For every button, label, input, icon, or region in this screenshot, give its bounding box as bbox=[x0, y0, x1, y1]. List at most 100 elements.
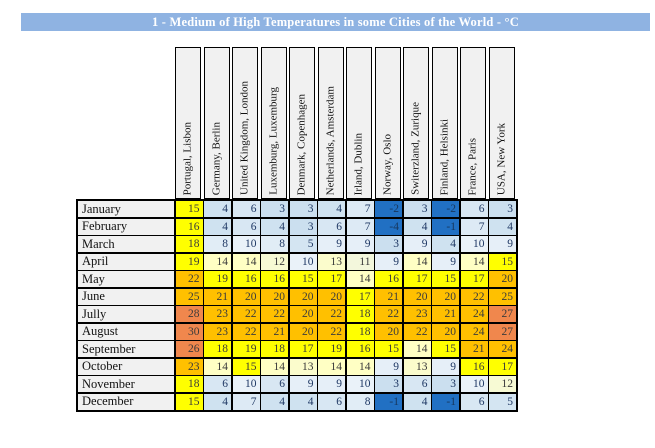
temp-cell: 14 bbox=[232, 253, 260, 270]
temp-cell: 4 bbox=[204, 393, 231, 410]
temp-cell: 20 bbox=[261, 288, 288, 305]
temp-cell: 10 bbox=[232, 236, 260, 252]
column-header-city: Irland, Dublin bbox=[346, 47, 372, 199]
temp-cell: 14 bbox=[204, 253, 231, 270]
temp-cell: 12 bbox=[261, 253, 288, 270]
temp-cell: 18 bbox=[175, 236, 203, 252]
temp-cell: 4 bbox=[204, 201, 231, 217]
temp-cell: 3 bbox=[261, 201, 288, 217]
temp-cell: 22 bbox=[318, 323, 345, 340]
temp-cell: 26 bbox=[175, 341, 203, 357]
temp-cell: 25 bbox=[489, 288, 516, 305]
temp-cell: 9 bbox=[375, 253, 402, 270]
temp-cell: 19 bbox=[204, 271, 231, 287]
column-header-label: Denmark, Copenhagen bbox=[295, 93, 308, 195]
temp-cell: 11 bbox=[346, 253, 374, 270]
temp-cell: 4 bbox=[261, 393, 288, 410]
temp-cell: 20 bbox=[375, 323, 402, 340]
temp-cell: 5 bbox=[489, 393, 516, 410]
column-header-label: Luxemburg, Luxemburg bbox=[267, 87, 279, 195]
temp-cell: 6 bbox=[460, 393, 488, 410]
temp-cell: 20 bbox=[489, 271, 516, 287]
column-header-city: Germany, Berlin bbox=[203, 47, 230, 199]
temp-cell: -2 bbox=[375, 201, 402, 217]
row-label-month: November bbox=[78, 376, 174, 392]
temp-cell: 22 bbox=[460, 288, 488, 305]
column-header-label: Netherlands, Amsterdam bbox=[324, 85, 336, 195]
temp-cell: 9 bbox=[289, 376, 317, 392]
temp-cell: 14 bbox=[318, 358, 345, 375]
temp-cell: 9 bbox=[432, 358, 459, 375]
temp-cell: 17 bbox=[403, 271, 431, 287]
column-header-city: France, Paris bbox=[460, 47, 486, 199]
temp-cell: -2 bbox=[432, 201, 459, 217]
temp-cell: 16 bbox=[346, 341, 374, 357]
temp-cell: -1 bbox=[432, 218, 459, 235]
column-header-label: Irland, Dublin bbox=[352, 132, 365, 195]
temp-cell: 16 bbox=[175, 218, 203, 235]
temp-cell: 3 bbox=[403, 201, 431, 217]
row-label-month: February bbox=[78, 218, 174, 235]
temp-cell: 22 bbox=[375, 306, 402, 322]
temp-cell: 24 bbox=[460, 323, 488, 340]
temp-cell: 19 bbox=[175, 253, 203, 270]
temp-cell: 6 bbox=[460, 201, 488, 217]
temperature-heatmap-table: January 15 4 6 3 3 4 7 -2 3 -2 6 3 February 16 4 6 4 3 6 7 -4… bbox=[76, 199, 518, 412]
temp-cell: 18 bbox=[346, 323, 374, 340]
temp-cell: 9 bbox=[489, 236, 516, 252]
temp-cell: 9 bbox=[318, 236, 345, 252]
temp-cell: 30 bbox=[175, 323, 203, 340]
temp-cell: 15 bbox=[289, 271, 317, 287]
temp-cell: 13 bbox=[289, 358, 317, 375]
temp-cell: 9 bbox=[318, 376, 345, 392]
temp-cell: 10 bbox=[232, 376, 260, 392]
temp-cell: 20 bbox=[289, 306, 317, 322]
temp-cell: 6 bbox=[261, 376, 288, 392]
column-header-city: Luxemburg, Luxemburg bbox=[260, 47, 287, 199]
temp-cell: -1 bbox=[432, 393, 459, 410]
row-label-month: April bbox=[78, 253, 174, 270]
temp-cell: 3 bbox=[489, 201, 516, 217]
temp-cell: 7 bbox=[346, 218, 374, 235]
temp-cell: 17 bbox=[346, 288, 374, 305]
temp-cell: 23 bbox=[204, 323, 231, 340]
temp-cell: 10 bbox=[289, 253, 317, 270]
temp-cell: 21 bbox=[261, 323, 288, 340]
temp-cell: 12 bbox=[489, 376, 516, 392]
column-header-city: Portugal, Lisbon bbox=[175, 47, 201, 199]
temp-cell: 14 bbox=[204, 358, 231, 375]
temp-cell: 24 bbox=[460, 306, 488, 322]
temp-cell: 20 bbox=[318, 288, 345, 305]
temp-cell: 4 bbox=[403, 218, 431, 235]
temp-cell: 9 bbox=[375, 358, 402, 375]
temp-cell: -4 bbox=[375, 218, 402, 235]
temp-cell: 6 bbox=[232, 201, 260, 217]
temp-cell: 7 bbox=[460, 218, 488, 235]
temp-cell: 15 bbox=[175, 393, 203, 410]
temp-cell: 17 bbox=[460, 271, 488, 287]
temp-cell: 19 bbox=[318, 341, 345, 357]
temp-cell: 3 bbox=[375, 236, 402, 252]
column-header-label: France, Paris bbox=[466, 137, 479, 195]
temp-cell: 4 bbox=[204, 218, 231, 235]
temp-cell: 20 bbox=[289, 288, 317, 305]
column-header-label: Finland, Helsinki bbox=[438, 118, 450, 195]
row-label-month: September bbox=[78, 341, 174, 357]
row-label-month: June bbox=[78, 288, 174, 305]
city-header-row: Portugal, Lisbon Germany, Berlin United Ki… bbox=[175, 47, 517, 199]
title-banner: 1 - Medium of High Temperatures in some … bbox=[21, 13, 650, 31]
column-header-city: Switerzland, Zurique bbox=[403, 47, 429, 199]
page-title: 1 - Medium of High Temperatures in some … bbox=[152, 14, 519, 29]
temp-cell: 15 bbox=[489, 253, 516, 270]
temp-cell: 18 bbox=[261, 341, 288, 357]
temp-cell: 20 bbox=[289, 323, 317, 340]
temp-cell: 18 bbox=[346, 306, 374, 322]
row-label-month: March bbox=[78, 236, 174, 252]
temp-cell: 23 bbox=[403, 306, 431, 322]
row-label-month: October bbox=[78, 358, 174, 375]
temp-cell: 6 bbox=[318, 218, 345, 235]
temp-cell: 16 bbox=[375, 271, 402, 287]
temp-cell: 4 bbox=[489, 218, 516, 235]
column-header-city: USA, New York bbox=[488, 47, 515, 199]
temp-cell: 21 bbox=[204, 288, 231, 305]
